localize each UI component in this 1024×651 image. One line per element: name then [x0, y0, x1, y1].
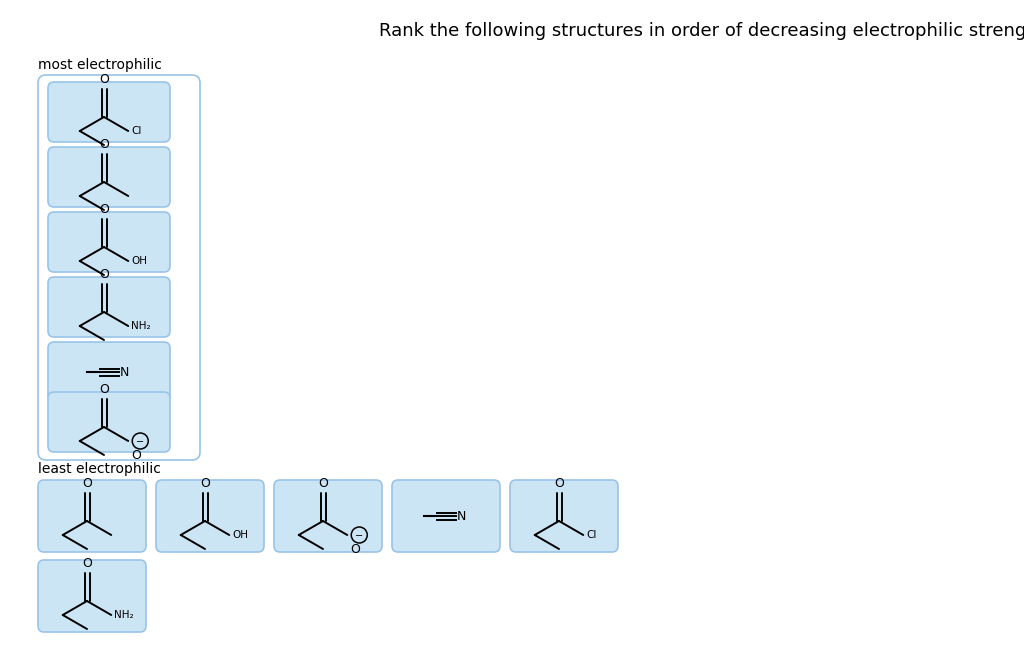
FancyBboxPatch shape: [510, 480, 618, 552]
Text: OH: OH: [131, 256, 147, 266]
Text: NH₂: NH₂: [115, 610, 134, 620]
FancyBboxPatch shape: [38, 480, 146, 552]
FancyBboxPatch shape: [274, 480, 382, 552]
Text: O: O: [82, 477, 92, 490]
Text: O: O: [82, 557, 92, 570]
Text: Cl: Cl: [587, 530, 597, 540]
Text: O: O: [99, 73, 109, 86]
Text: OH: OH: [232, 530, 248, 540]
Text: O: O: [554, 477, 564, 490]
Text: O: O: [99, 138, 109, 151]
Text: O: O: [350, 543, 360, 556]
Text: O: O: [99, 268, 109, 281]
FancyBboxPatch shape: [48, 82, 170, 142]
FancyBboxPatch shape: [48, 277, 170, 337]
Text: O: O: [99, 383, 109, 396]
Text: O: O: [200, 477, 210, 490]
FancyBboxPatch shape: [48, 342, 170, 402]
Text: O: O: [99, 203, 109, 216]
Text: Cl: Cl: [131, 126, 141, 136]
FancyBboxPatch shape: [48, 212, 170, 272]
Text: −: −: [136, 437, 144, 447]
FancyBboxPatch shape: [48, 147, 170, 207]
Text: Rank the following structures in order of decreasing electrophilic strength.: Rank the following structures in order o…: [379, 22, 1024, 40]
Text: most electrophilic: most electrophilic: [38, 58, 162, 72]
Text: N: N: [120, 365, 129, 378]
FancyBboxPatch shape: [392, 480, 500, 552]
Text: least electrophilic: least electrophilic: [38, 462, 161, 476]
Text: O: O: [318, 477, 328, 490]
Text: NH₂: NH₂: [131, 321, 151, 331]
Text: −: −: [355, 531, 364, 541]
FancyBboxPatch shape: [38, 560, 146, 632]
Text: N: N: [457, 510, 466, 523]
Text: O: O: [131, 449, 141, 462]
FancyBboxPatch shape: [48, 392, 170, 452]
FancyBboxPatch shape: [156, 480, 264, 552]
